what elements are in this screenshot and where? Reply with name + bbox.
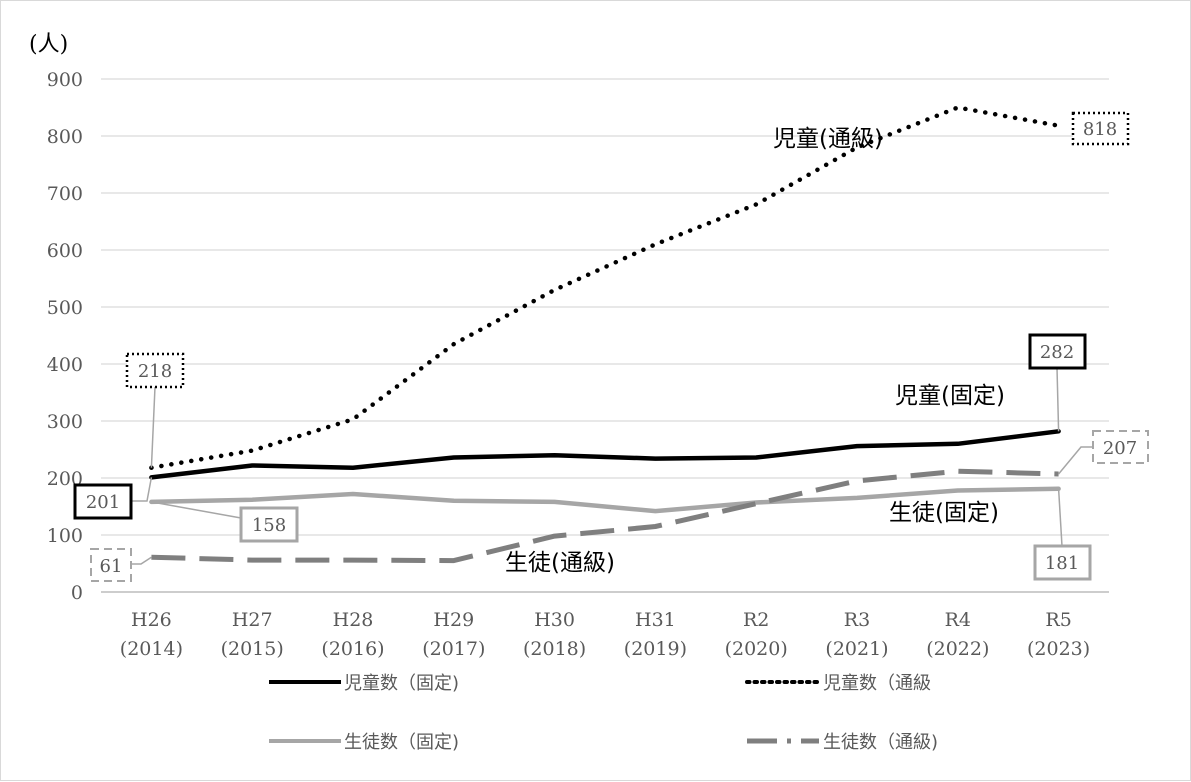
x-tick-label-year: (2018) bbox=[523, 638, 586, 660]
data-label-181: 181 bbox=[1045, 553, 1079, 574]
data-label-207: 207 bbox=[1103, 438, 1137, 459]
series-line-seito-tsukyu bbox=[151, 468, 1059, 564]
y-tick-label: 500 bbox=[47, 297, 83, 319]
y-tick-label: 600 bbox=[47, 240, 83, 262]
x-tick-label-era: H30 bbox=[534, 609, 575, 631]
x-tick-label-year: (2021) bbox=[825, 638, 888, 660]
data-label-box-201 bbox=[73, 483, 133, 520]
x-tick-label-year: (2015) bbox=[221, 638, 284, 660]
x-tick-label-era: R2 bbox=[743, 609, 769, 631]
series-line-seito-kotei bbox=[149, 486, 1061, 514]
data-label-61: 61 bbox=[100, 556, 123, 577]
data-label-158: 158 bbox=[252, 515, 286, 536]
annotation-seito-kotei: 生徒(固定) bbox=[889, 500, 999, 526]
data-label-leader-line bbox=[131, 556, 152, 565]
x-tick-label-era: R5 bbox=[1045, 609, 1071, 631]
x-tick-label-era: H31 bbox=[635, 609, 676, 631]
x-tick-label-era: H27 bbox=[232, 609, 273, 631]
x-tick-label-year: (2019) bbox=[624, 638, 687, 660]
annotation-jidou-kotei: 児童(固定) bbox=[895, 383, 1005, 409]
x-tick-label-year: (2014) bbox=[120, 638, 183, 660]
data-label-box-207 bbox=[1092, 430, 1149, 464]
data-label-818: 818 bbox=[1083, 119, 1117, 140]
data-label-leader-line bbox=[151, 501, 242, 519]
series-line-jidou-tsukyu bbox=[149, 105, 1061, 470]
legend-label-jidou-tsukyu: 児童数（通級 bbox=[823, 673, 931, 694]
data-label-box-61 bbox=[90, 548, 132, 582]
x-tick-label-era: H26 bbox=[131, 609, 172, 631]
data-label-box-158 bbox=[239, 506, 299, 543]
data-label-leader-line bbox=[1058, 446, 1093, 475]
x-tick-label-era: H28 bbox=[333, 609, 374, 631]
y-tick-label: 0 bbox=[71, 582, 83, 604]
data-label-box-282 bbox=[1028, 333, 1087, 370]
data-label-box-181 bbox=[1033, 544, 1092, 581]
data-label-box-218 bbox=[125, 352, 185, 389]
x-tick-label-era: R4 bbox=[945, 609, 971, 631]
x-tick-label-year: (2022) bbox=[926, 638, 989, 660]
annotation-seito-tsukyu: 生徒(通級) bbox=[505, 550, 615, 576]
x-tick-label-era: R3 bbox=[844, 609, 870, 631]
y-tick-label: 700 bbox=[47, 183, 83, 205]
x-tick-label-era: H29 bbox=[433, 609, 474, 631]
y-tick-label: 300 bbox=[47, 411, 83, 433]
data-label-box-818 bbox=[1071, 111, 1130, 146]
y-axis-unit-label: (人) bbox=[29, 32, 68, 57]
y-tick-label: 100 bbox=[47, 525, 83, 547]
data-label-leader-line bbox=[131, 477, 153, 502]
x-tick-label-year: (2016) bbox=[321, 638, 384, 660]
x-tick-label-year: (2020) bbox=[725, 638, 788, 660]
data-label-201: 201 bbox=[86, 492, 120, 513]
x-tick-label-year: (2023) bbox=[1027, 638, 1090, 660]
y-tick-label: 900 bbox=[47, 69, 83, 91]
data-label-218: 218 bbox=[138, 361, 172, 382]
y-tick-label: 800 bbox=[47, 126, 83, 148]
y-tick-label: 400 bbox=[47, 354, 83, 376]
legend-label-jidou-kotei: 児童数（固定) bbox=[344, 673, 459, 694]
series-line-jidou-kotei bbox=[149, 429, 1061, 480]
legend-label-seito-tsukyu: 生徒数（通級) bbox=[823, 732, 938, 753]
legend-label-seito-kotei: 生徒数（固定) bbox=[344, 732, 459, 753]
data-label-leader-line bbox=[150, 386, 156, 468]
data-label-282: 282 bbox=[1040, 342, 1074, 363]
annotation-jidou-tsukyu: 児童(通級) bbox=[773, 126, 883, 152]
data-label-leader-line bbox=[1057, 488, 1063, 547]
x-tick-label-year: (2017) bbox=[422, 638, 485, 660]
data-label-leader-line bbox=[1056, 367, 1060, 432]
